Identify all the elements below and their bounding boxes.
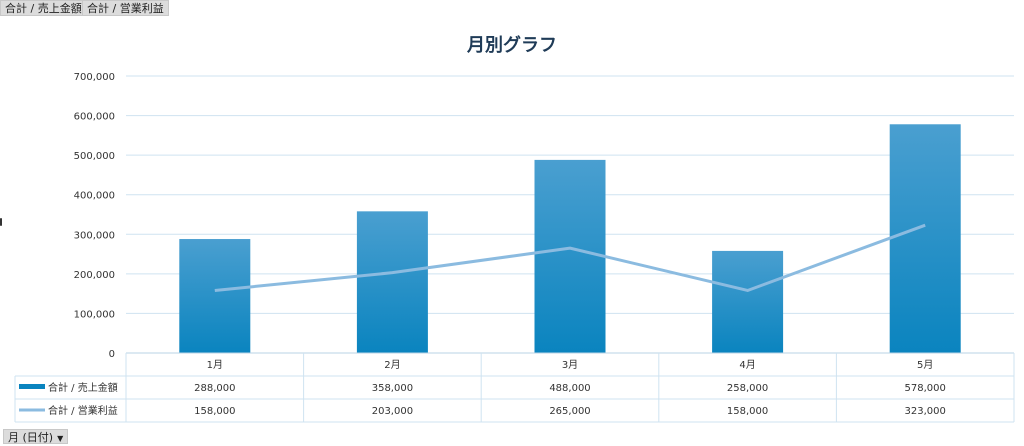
- y-tick-label: 600,000: [74, 112, 115, 123]
- y-tick-label: 300,000: [74, 230, 115, 241]
- data-label: 158,000: [727, 406, 768, 417]
- chart-title: 月別グラフ: [466, 34, 557, 56]
- bar: [179, 239, 251, 353]
- x-tick-label: 3月: [562, 359, 578, 371]
- x-tick-label: 4月: [739, 359, 755, 371]
- x-tick-label: 2月: [384, 359, 400, 371]
- data-label: 258,000: [727, 383, 768, 394]
- field-button-sales[interactable]: 合計 / 売上金額: [0, 0, 87, 16]
- legend-label: 合計 / 営業利益: [48, 404, 118, 417]
- axis-field-button[interactable]: 月 (日付) ▼: [3, 429, 69, 444]
- x-tick-label: 5月: [917, 359, 933, 371]
- bar: [889, 124, 961, 353]
- data-label: 158,000: [194, 406, 235, 417]
- data-label: 203,000: [372, 406, 413, 417]
- line-series: [214, 223, 926, 292]
- field-button-profit[interactable]: 合計 / 営業利益: [82, 0, 169, 16]
- data-label: 265,000: [549, 406, 590, 417]
- chevron-down-icon: ▼: [57, 434, 64, 443]
- y-tick-label: 100,000: [74, 309, 115, 320]
- x-tick-label: 1月: [207, 359, 223, 371]
- data-label: 358,000: [372, 383, 413, 394]
- data-label: 323,000: [905, 406, 946, 417]
- legend-label: 合計 / 売上金額: [48, 381, 118, 394]
- y-tick-label: 400,000: [74, 191, 115, 202]
- data-label: 578,000: [905, 383, 946, 394]
- edge-marker: [0, 218, 2, 226]
- y-tick-label: 500,000: [74, 151, 115, 162]
- data-label: 288,000: [194, 383, 235, 394]
- data-label: 488,000: [549, 383, 590, 394]
- bar: [712, 250, 784, 353]
- chart: 月別グラフ 0 100,000 200,000 300,000 400,000 500,0…: [14, 34, 1015, 423]
- axis-field-label: 月 (日付): [8, 431, 54, 444]
- legend-key-bar: [19, 384, 45, 389]
- y-tick-label: 200,000: [74, 270, 115, 281]
- bar: [356, 211, 428, 353]
- y-tick-label: 0: [109, 349, 115, 360]
- y-tick-label: 700,000: [74, 72, 115, 83]
- bar: [534, 159, 606, 353]
